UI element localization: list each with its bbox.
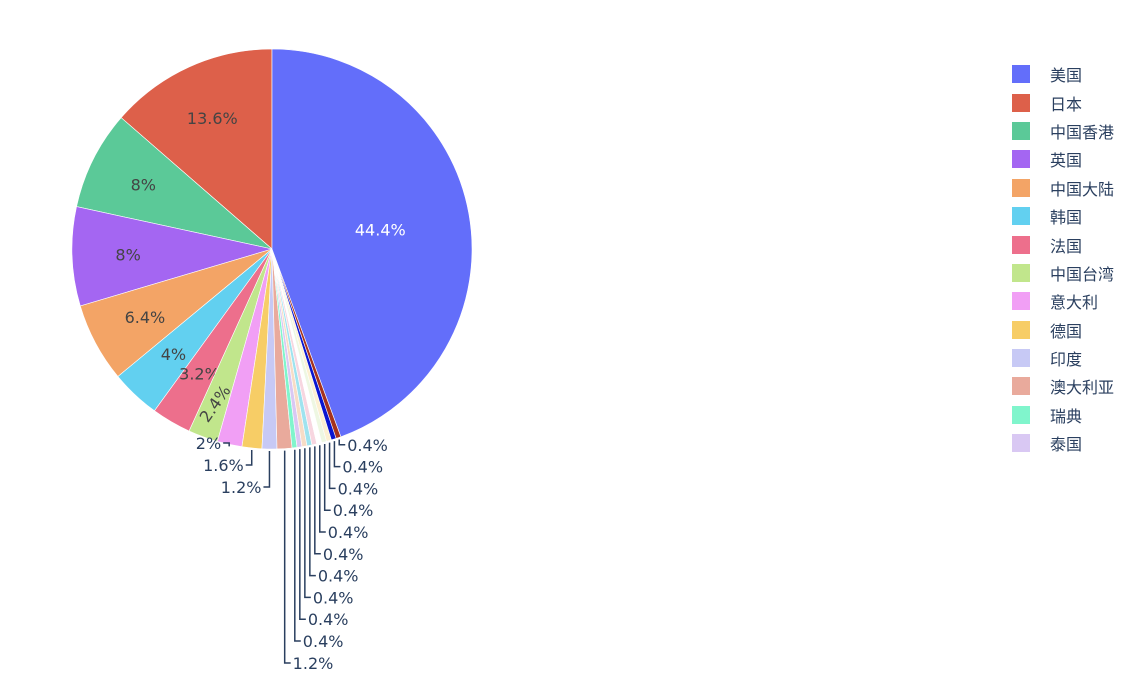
legend-swatch bbox=[1012, 207, 1030, 226]
legend-item[interactable]: 法国 bbox=[1012, 230, 1114, 258]
slice-label: 0.4% bbox=[313, 588, 354, 607]
legend-item[interactable]: 印度 bbox=[1012, 344, 1114, 372]
legend-label: 印度 bbox=[1050, 350, 1083, 370]
legend-item[interactable]: 澳大利亚 bbox=[1012, 372, 1114, 400]
leader-line bbox=[263, 450, 271, 488]
legend-swatch bbox=[1012, 150, 1030, 169]
legend-item[interactable]: 美国 bbox=[1012, 60, 1114, 88]
slice-label: 6.4% bbox=[125, 308, 166, 327]
leader-line bbox=[333, 441, 341, 468]
legend-item[interactable]: 泰国 bbox=[1012, 429, 1114, 457]
legend-label: 泰国 bbox=[1050, 435, 1083, 455]
legend-label: 澳大利亚 bbox=[1050, 378, 1115, 398]
leader-line bbox=[245, 449, 253, 466]
legend: 美国日本中国香港英国中国大陆韩国法国中国台湾意大利德国印度澳大利亚瑞典泰国 bbox=[1012, 60, 1114, 457]
slice-label: 0.4% bbox=[342, 458, 383, 477]
legend-label: 意大利 bbox=[1050, 293, 1099, 313]
legend-swatch bbox=[1012, 178, 1030, 197]
legend-item[interactable]: 中国台湾 bbox=[1012, 259, 1114, 287]
legend-swatch bbox=[1012, 377, 1030, 396]
leader-line bbox=[304, 448, 311, 599]
pie-slice[interactable] bbox=[71, 206, 273, 307]
slice-label: 13.6% bbox=[187, 109, 238, 128]
slice-label: 1.2% bbox=[221, 478, 262, 497]
slice-label: 0.4% bbox=[347, 436, 388, 455]
slice-label: 0.4% bbox=[308, 610, 349, 629]
legend-swatch bbox=[1012, 121, 1030, 140]
legend-item[interactable]: 日本 bbox=[1012, 88, 1114, 116]
slice-label: 2% bbox=[196, 434, 221, 453]
legend-label: 美国 bbox=[1050, 66, 1083, 86]
pie-slice[interactable] bbox=[271, 48, 473, 438]
leader-line bbox=[283, 450, 291, 664]
legend-label: 中国大陆 bbox=[1050, 179, 1115, 199]
leader-line bbox=[223, 442, 230, 447]
legend-swatch bbox=[1012, 349, 1030, 368]
leader-line bbox=[323, 444, 331, 511]
legend-item[interactable]: 中国大陆 bbox=[1012, 174, 1114, 202]
legend-item[interactable]: 瑞典 bbox=[1012, 401, 1114, 429]
legend-label: 法国 bbox=[1050, 236, 1083, 256]
legend-swatch bbox=[1012, 434, 1030, 453]
slice-label: 8% bbox=[131, 175, 156, 194]
legend-item[interactable]: 英国 bbox=[1012, 145, 1114, 173]
slice-label: 8% bbox=[115, 245, 140, 264]
leader-line bbox=[338, 439, 346, 446]
slice-label: 0.4% bbox=[323, 545, 364, 564]
legend-swatch bbox=[1012, 235, 1030, 254]
slice-label: 4% bbox=[161, 345, 186, 364]
legend-label: 中国香港 bbox=[1050, 122, 1115, 142]
slice-label: 1.6% bbox=[203, 456, 244, 475]
legend-item[interactable]: 中国香港 bbox=[1012, 117, 1114, 145]
pie-slice[interactable] bbox=[76, 117, 273, 250]
legend-swatch bbox=[1012, 263, 1030, 282]
legend-label: 日本 bbox=[1050, 94, 1083, 114]
legend-label: 韩国 bbox=[1050, 208, 1083, 228]
legend-item[interactable]: 韩国 bbox=[1012, 202, 1114, 230]
slice-label: 1.2% bbox=[293, 654, 334, 673]
legend-label: 德国 bbox=[1050, 321, 1083, 341]
leader-line bbox=[319, 445, 326, 533]
slice-label: 0.4% bbox=[333, 501, 374, 520]
legend-label: 中国台湾 bbox=[1050, 264, 1115, 284]
legend-swatch bbox=[1012, 292, 1030, 311]
slice-label: 0.4% bbox=[318, 567, 359, 586]
slice-label: 44.4% bbox=[355, 221, 406, 240]
leader-line bbox=[314, 446, 321, 555]
leader-line bbox=[299, 449, 306, 620]
legend-item[interactable]: 意大利 bbox=[1012, 287, 1114, 315]
pie-slice[interactable] bbox=[120, 48, 273, 250]
slice-label: 0.4% bbox=[303, 632, 344, 651]
leader-line bbox=[309, 447, 316, 577]
leader-line bbox=[328, 442, 336, 490]
legend-swatch bbox=[1012, 320, 1030, 339]
legend-label: 瑞典 bbox=[1050, 406, 1083, 426]
legend-label: 英国 bbox=[1050, 151, 1083, 171]
leader-line bbox=[294, 449, 301, 642]
legend-swatch bbox=[1012, 93, 1030, 112]
legend-item[interactable]: 德国 bbox=[1012, 316, 1114, 344]
slice-label: 3.2% bbox=[179, 364, 220, 383]
legend-swatch bbox=[1012, 405, 1030, 424]
legend-swatch bbox=[1012, 65, 1030, 84]
slice-label: 0.4% bbox=[338, 479, 379, 498]
slice-label: 0.4% bbox=[328, 523, 369, 542]
